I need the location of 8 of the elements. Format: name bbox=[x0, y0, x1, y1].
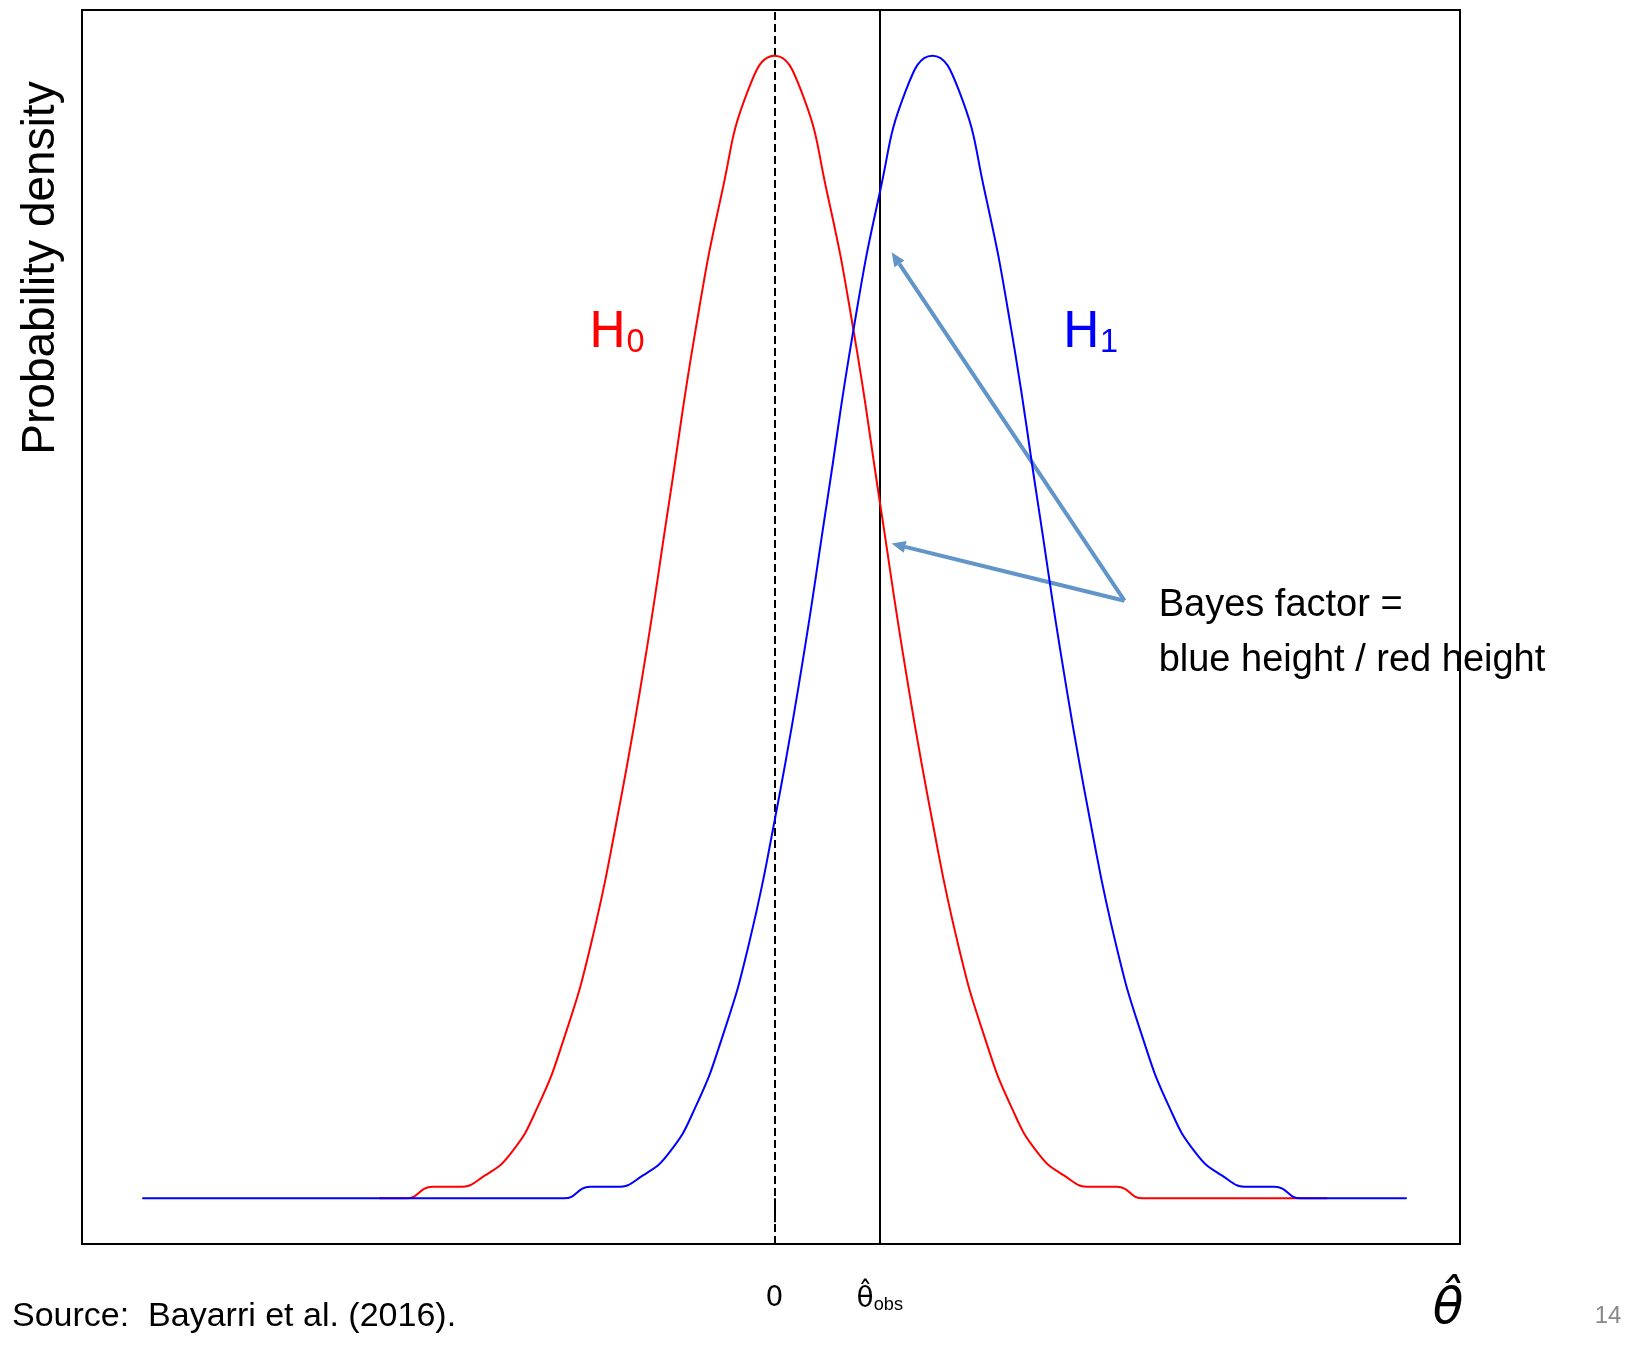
x-tick-label: θ̂obs bbox=[856, 1277, 903, 1314]
text: 14 bbox=[1594, 1300, 1622, 1328]
y-axis-title: Probability density bbox=[12, 81, 64, 455]
series-label: H0 bbox=[588, 300, 645, 360]
x-tick-label: 0 bbox=[765, 1279, 784, 1313]
series-label: H1 bbox=[1062, 300, 1119, 360]
source-note: Source: Bayarri et al. (2016). bbox=[12, 1295, 457, 1333]
x-axis-title: θ̂ bbox=[1432, 1273, 1464, 1335]
